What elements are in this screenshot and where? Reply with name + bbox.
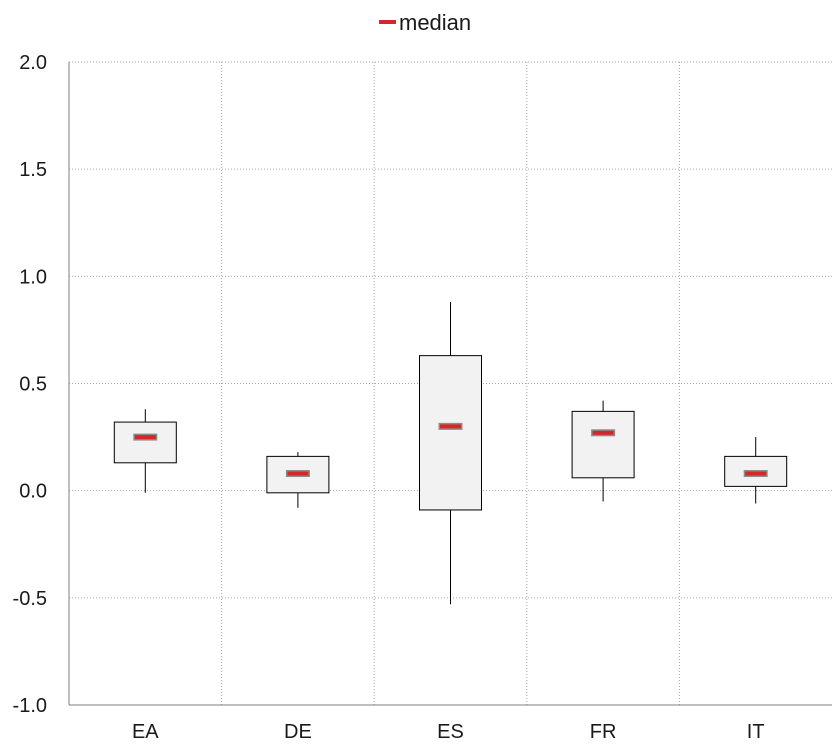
x-tick-label: FR (590, 721, 617, 743)
x-tick-label: IT (747, 721, 765, 743)
y-tick-label: 1.0 (19, 266, 47, 288)
x-axis-ticks: EA DE ES FR IT (132, 721, 765, 743)
median-marker (745, 471, 767, 476)
legend-label-median: median (399, 10, 471, 35)
x-tick-label: EA (132, 721, 159, 743)
x-tick-label: ES (437, 721, 464, 743)
median-marker (287, 471, 309, 476)
y-tick-label: 0.0 (19, 481, 47, 503)
box-it (724, 437, 788, 504)
boxes (113, 302, 788, 605)
legend: median (379, 10, 471, 35)
iqr-box (571, 410, 635, 479)
median-marker (592, 430, 614, 435)
box-fr (571, 400, 635, 502)
axes (68, 62, 832, 706)
y-tick-label: 1.5 (19, 159, 47, 181)
box-es (419, 302, 482, 605)
median-marker (134, 435, 156, 440)
y-tick-label: -0.5 (13, 588, 47, 610)
median-marker (440, 424, 461, 429)
y-axis-ticks: 2.0 1.5 1.0 0.5 0.0 -0.5 -1.0 (13, 52, 47, 717)
box-de (266, 452, 330, 508)
box-ea (113, 409, 177, 493)
y-tick-label: 2.0 (19, 52, 47, 74)
iqr-box (419, 355, 482, 511)
iqr-box (113, 421, 177, 464)
x-tick-label: DE (284, 721, 312, 743)
y-tick-label: -1.0 (13, 695, 47, 717)
y-tick-label: 0.5 (19, 374, 47, 396)
